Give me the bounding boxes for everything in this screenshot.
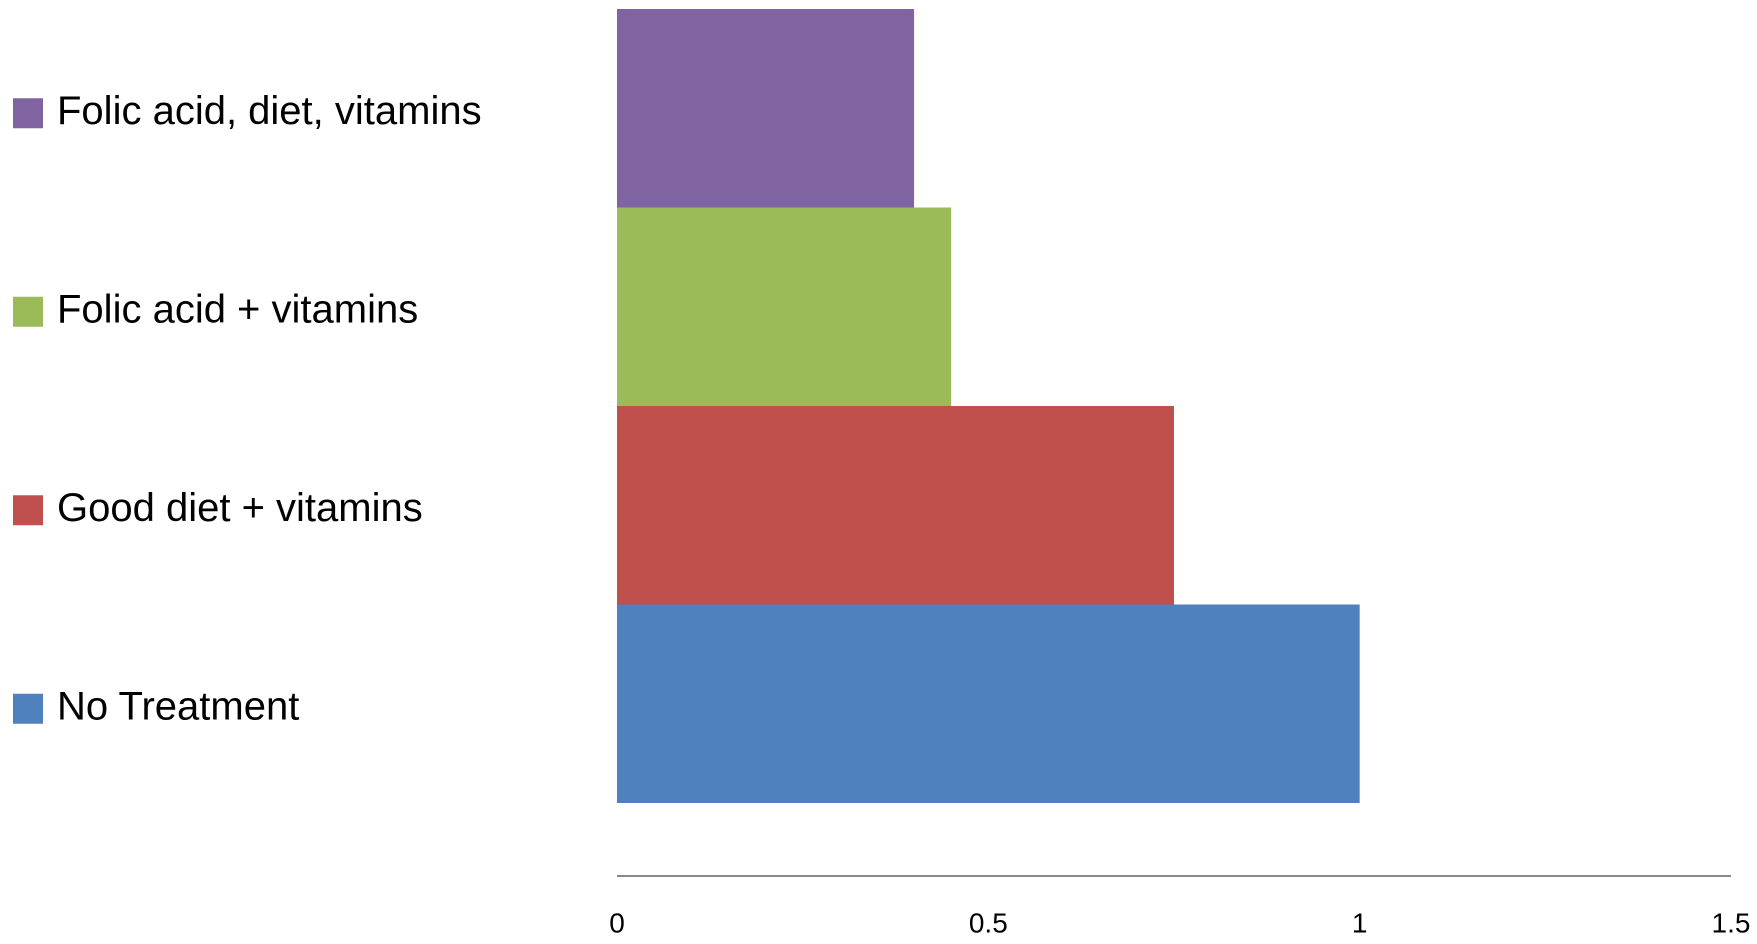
legend-label: No Treatment bbox=[57, 684, 299, 728]
legend-swatch bbox=[13, 98, 43, 129]
legend-label: Folic acid, diet, vitamins bbox=[57, 89, 482, 133]
legend-label: Good diet + vitamins bbox=[57, 486, 423, 530]
x-tick-label: 0.5 bbox=[969, 907, 1008, 938]
bar bbox=[617, 9, 915, 208]
bar bbox=[617, 406, 1174, 605]
legend-swatch bbox=[13, 296, 43, 327]
x-tick-label: 1.5 bbox=[1712, 907, 1751, 938]
x-tick-label: 0 bbox=[609, 907, 625, 938]
legend-swatch bbox=[13, 693, 43, 724]
bar bbox=[617, 207, 952, 406]
legend-swatch bbox=[13, 495, 43, 526]
bar bbox=[617, 604, 1360, 803]
x-tick-label: 1 bbox=[1352, 907, 1368, 938]
legend-label: Folic acid + vitamins bbox=[57, 287, 418, 331]
